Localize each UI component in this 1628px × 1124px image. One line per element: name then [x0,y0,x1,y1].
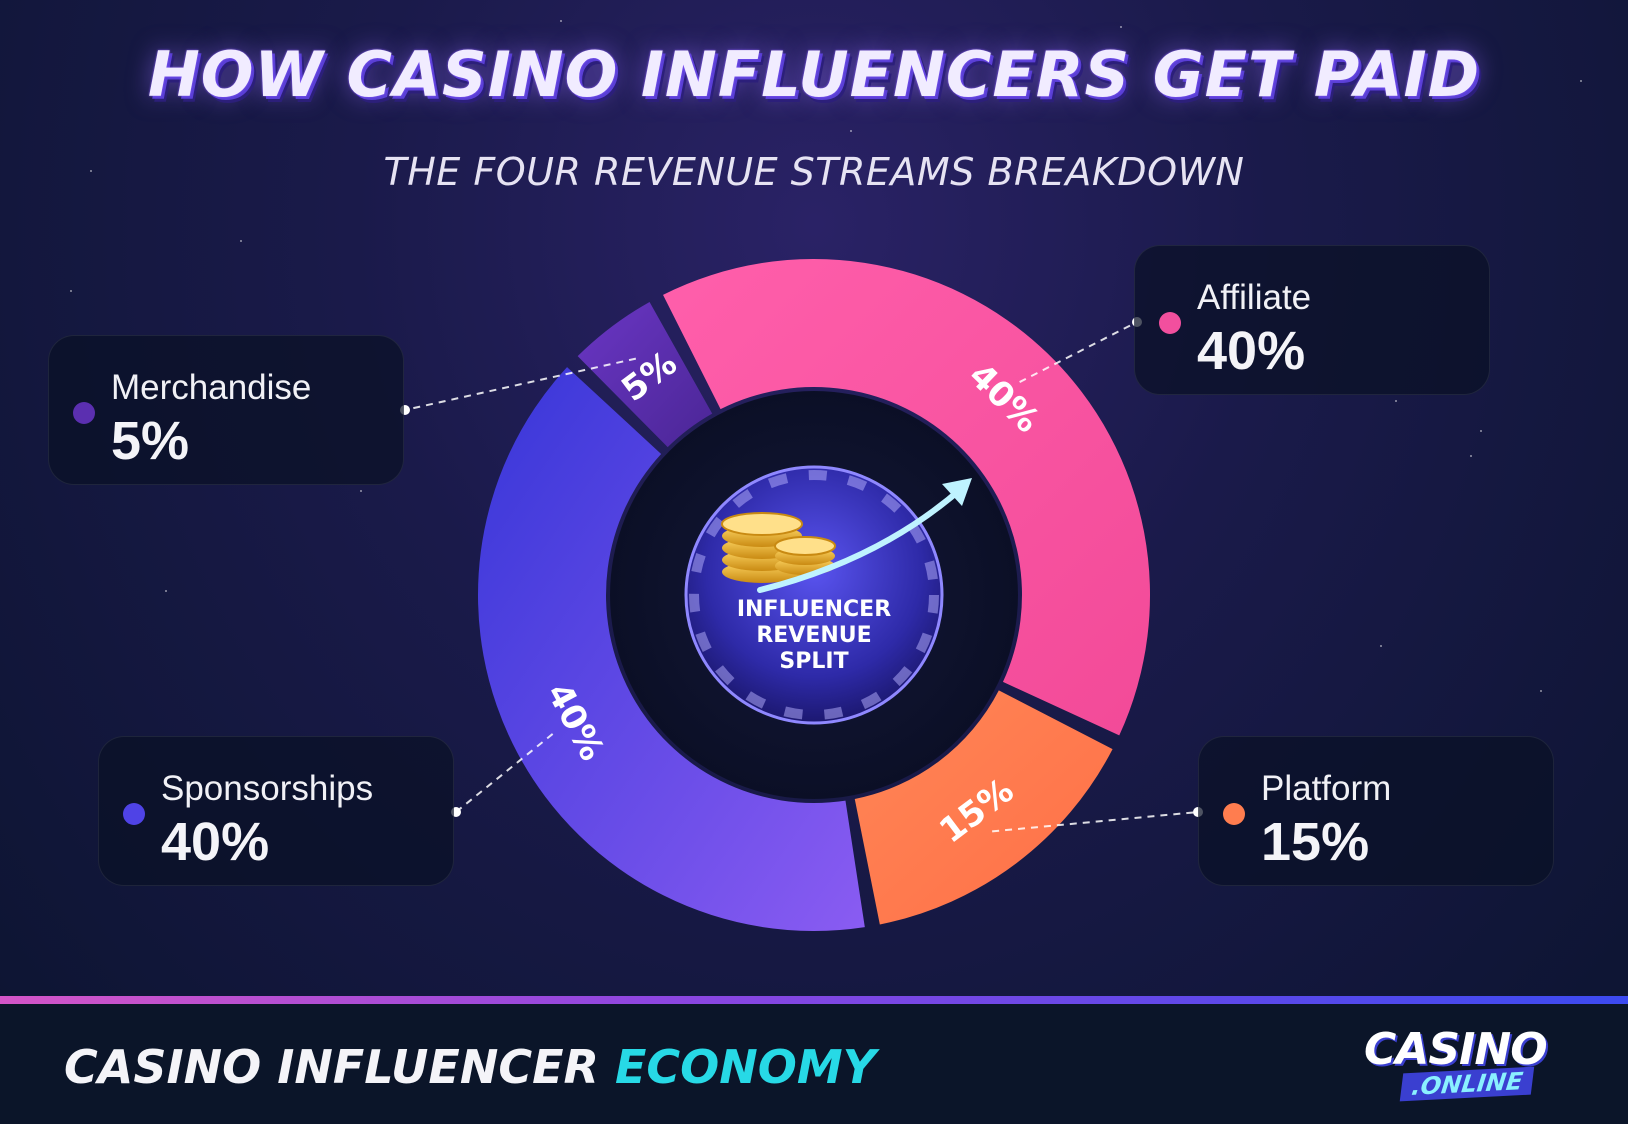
footer-title-main: CASINO INFLUENCER [64,1040,599,1094]
card-platform: Platform 15% [1198,736,1554,886]
donut-segment-sponsorships [477,367,865,932]
footer-title: CASINO INFLUENCER ECONOMY [64,1040,876,1094]
card-sponsorships-value: 40% [161,812,270,872]
star [1380,645,1382,647]
donut-chart: 40%15%40%5% INFLUENCER REVENUE SPLIT [404,258,1199,932]
card-affiliate: Affiliate 40% [1134,245,1490,395]
star [70,290,72,292]
star [360,490,362,492]
page-title: HOW CASINO INFLUENCERS GET PAID [147,38,1481,111]
revenue-chip-badge: INFLUENCER REVENUE SPLIT [684,465,972,725]
coin-stack-icon [721,512,836,583]
legend-dot [1223,803,1245,825]
card-sponsorships: Sponsorships 40% [98,736,454,886]
star [1395,400,1397,402]
logo-top-text: CASINO [1364,1024,1548,1075]
leader-line-platform [992,811,1199,833]
card-platform-name: Platform [1261,769,1392,808]
logo-bottom-text: .ONLINE [1399,1066,1535,1102]
star [1540,690,1542,692]
badge-line-1: INFLUENCER [737,597,891,622]
arrowhead-icon [942,478,972,506]
card-merchandise-name: Merchandise [111,368,312,407]
star [1470,455,1472,457]
star [1480,430,1482,432]
donut-segment-affiliate [663,258,1151,736]
donut-segment-merchandise [577,301,713,448]
card-merchandise: Merchandise 5% [48,335,404,485]
star [240,240,242,242]
page-subtitle: THE FOUR REVENUE STREAMS BREAKDOWN [383,150,1245,194]
card-affiliate-value: 40% [1197,321,1306,381]
donut-segment-platform [854,690,1113,925]
card-sponsorships-name: Sponsorships [161,769,374,808]
star [90,170,92,172]
card-platform-value: 15% [1261,812,1370,872]
brand-logo: CASINO .ONLINE [1360,1024,1580,1104]
leader-line-merchandise [404,357,637,411]
footer: CASINO INFLUENCER ECONOMY CASINO .ONLINE [0,1004,1628,1124]
legend-dot [1159,312,1181,334]
footer-title-accent: ECONOMY [614,1040,876,1094]
legend-dot [123,803,145,825]
card-affiliate-name: Affiliate [1197,278,1312,317]
star [165,590,167,592]
badge-line-3: SPLIT [779,649,848,674]
star [850,130,852,132]
badge-line-2: REVENUE [756,623,871,648]
star [560,20,562,22]
leader-line-affiliate [1019,321,1138,383]
growth-arrow-icon [757,485,965,593]
card-merchandise-value: 5% [111,411,190,471]
star [1580,80,1582,82]
footer-divider [0,996,1628,1004]
legend-dot [73,402,95,424]
star [1120,26,1122,28]
